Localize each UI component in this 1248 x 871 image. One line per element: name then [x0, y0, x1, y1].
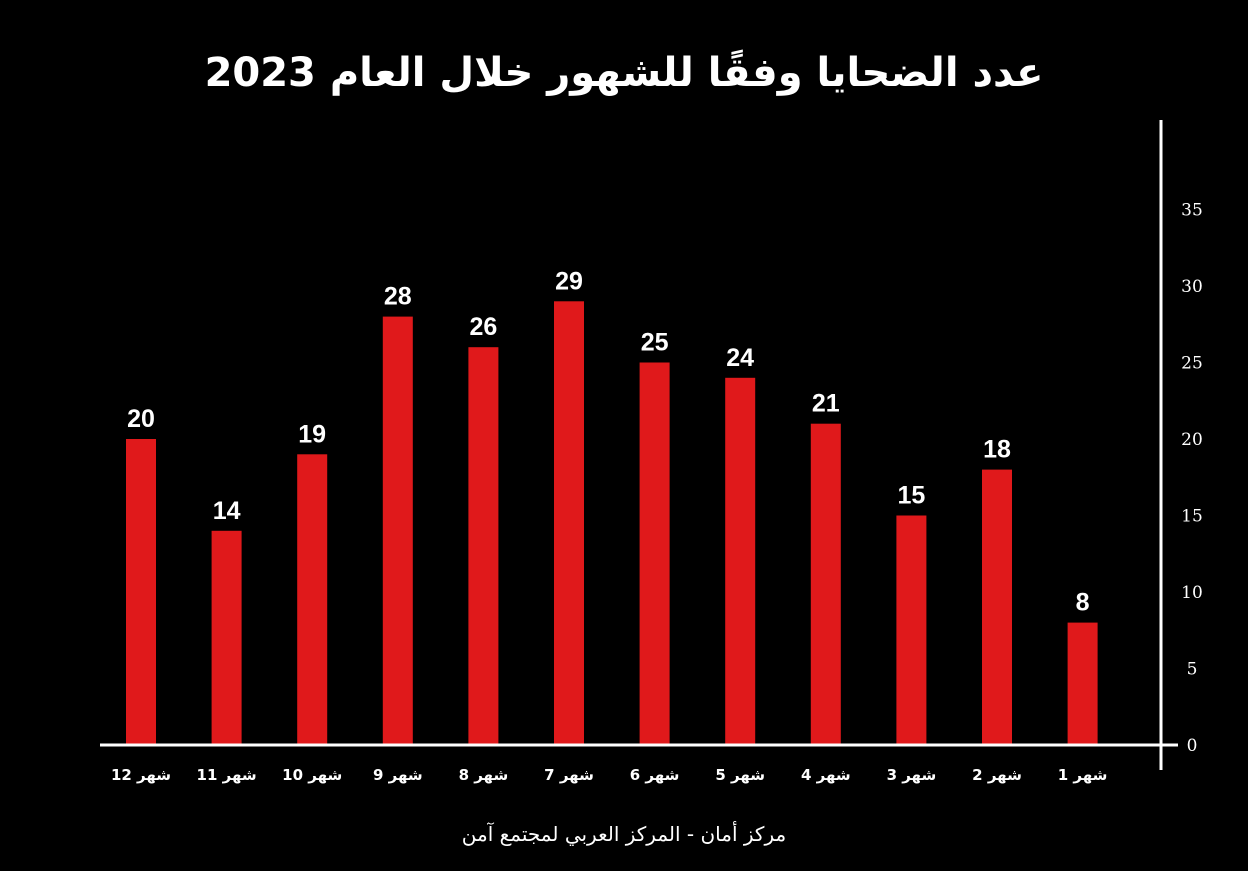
bar-value-label: 20 — [127, 405, 155, 433]
bar-value-label: 8 — [1076, 589, 1090, 617]
chart-title: عدد الضحايا وفقًا للشهور خلال العام 2023 — [204, 50, 1044, 96]
x-category-label: شهر 3 — [887, 766, 937, 784]
bar-value-label: 19 — [298, 420, 326, 448]
x-category-label: شهر 11 — [197, 766, 257, 784]
x-category-label: شهر 1 — [1058, 766, 1108, 784]
x-category-label: شهر 6 — [630, 766, 680, 784]
y-tick-label: 30 — [1181, 277, 1203, 297]
y-tick-label: 0 — [1187, 736, 1198, 756]
bar-value-label: 25 — [641, 329, 669, 357]
value-labels-layer: 20 14 19 28 26 29 25 24 21 15 18 8 — [127, 267, 1090, 616]
bar-2 — [211, 530, 242, 745]
bar-value-label: 26 — [469, 313, 497, 341]
bar-5 — [468, 347, 499, 745]
bar-value-label: 24 — [726, 344, 754, 372]
y-tick-label: 20 — [1181, 430, 1203, 450]
y-tick-label: 5 — [1187, 660, 1198, 680]
bar-8 — [725, 377, 756, 745]
x-category-label: شهر 7 — [544, 766, 594, 784]
y-tick-label: 35 — [1181, 201, 1203, 221]
bar-11 — [982, 469, 1012, 745]
y-tick-labels-layer: 0 5 10 15 20 25 30 35 — [1181, 201, 1203, 757]
bar-9 — [810, 423, 841, 745]
x-category-label: شهر 2 — [972, 766, 1022, 784]
x-category-label: شهر 10 — [282, 766, 342, 784]
bar-3 — [297, 454, 328, 745]
bar-7 — [639, 362, 670, 745]
bar-value-label: 18 — [983, 436, 1011, 464]
x-category-label: شهر 4 — [801, 766, 851, 784]
x-category-labels-layer: شهر 12 شهر 11 شهر 10 شهر 9 شهر 8 شهر 7 شهر 6 شه… — [111, 766, 1107, 784]
y-tick-label: 15 — [1181, 507, 1203, 527]
x-category-label: شهر 9 — [373, 766, 423, 784]
axes-layer — [100, 120, 1178, 770]
bar-value-label: 15 — [897, 482, 925, 510]
x-category-label: شهر 8 — [459, 766, 509, 784]
bar-12 — [1067, 622, 1098, 745]
bar-4 — [382, 316, 413, 745]
bar-10 — [896, 515, 927, 745]
x-category-label: شهر 5 — [715, 766, 765, 784]
bar-value-label: 28 — [384, 283, 412, 311]
x-category-label: شهر 12 — [111, 766, 171, 784]
bars-layer — [126, 301, 1098, 745]
bar-value-label: 29 — [555, 267, 583, 295]
chart-source-footer: مركز أمان - المركز العربي لمجتمع آمن — [461, 822, 787, 846]
y-tick-label: 10 — [1181, 583, 1203, 603]
bar-6 — [554, 301, 584, 745]
y-tick-label: 25 — [1181, 354, 1203, 374]
bar-value-label: 14 — [213, 497, 241, 525]
bar-value-label: 21 — [812, 390, 840, 418]
bar-1 — [126, 439, 156, 745]
